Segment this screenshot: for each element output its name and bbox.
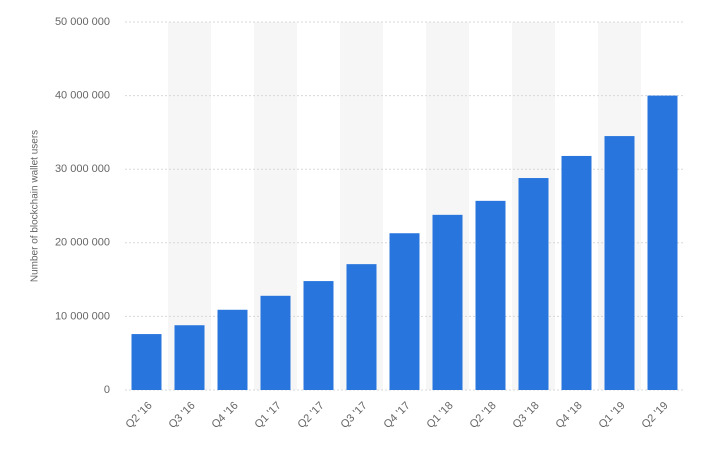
bar: [131, 334, 162, 390]
bar: [647, 95, 678, 390]
bar: [518, 178, 549, 390]
x-tick-label: Q3 '18: [511, 400, 542, 431]
x-tick-label: Q1 '18: [425, 400, 456, 431]
x-tick-label: Q4 '16: [210, 400, 241, 431]
x-tick-label: Q4 '18: [554, 400, 585, 431]
x-tick-label: Q3 '16: [167, 400, 198, 431]
y-tick-label: 30 000 000: [55, 163, 110, 175]
x-tick-label: Q2 '18: [468, 400, 499, 431]
x-tick-label: Q2 '19: [640, 400, 671, 431]
bar: [475, 200, 506, 390]
y-tick-label: 20 000 000: [55, 237, 110, 249]
y-tick-label: 40 000 000: [55, 90, 110, 102]
bar: [432, 214, 463, 390]
bar: [561, 155, 592, 390]
bar: [604, 136, 635, 390]
bar: [303, 281, 334, 390]
x-tick-label: Q1 '17: [253, 400, 284, 431]
y-tick-label: 10 000 000: [55, 310, 110, 322]
bar: [217, 309, 248, 390]
x-tick-label: Q3 '17: [339, 400, 370, 431]
bar: [346, 264, 377, 390]
x-tick-label: Q4 '17: [382, 400, 413, 431]
bar: [389, 233, 420, 390]
y-tick-label: 0: [104, 384, 110, 396]
x-tick-label: Q1 '19: [597, 400, 628, 431]
x-tick-label: Q2 '16: [124, 400, 155, 431]
bar: [174, 325, 205, 390]
y-tick-label: 50 000 000: [55, 16, 110, 28]
x-tick-label: Q2 '17: [296, 400, 327, 431]
bar: [260, 295, 291, 390]
y-axis-title: Number of blockchain wallet users: [30, 130, 41, 282]
